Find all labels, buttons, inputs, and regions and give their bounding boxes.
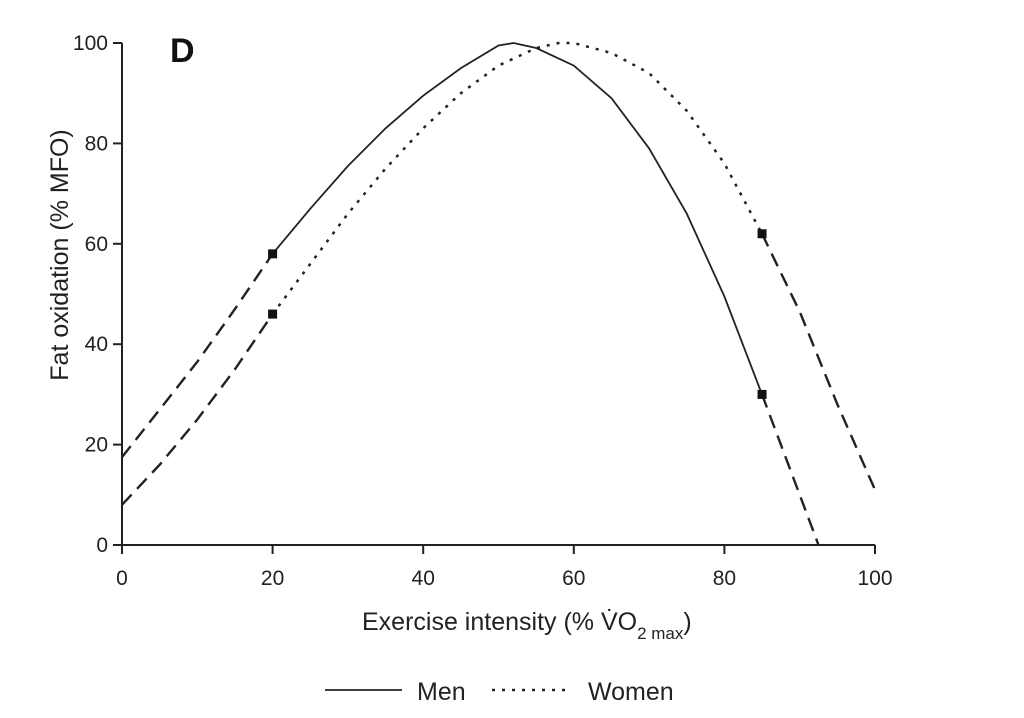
series-men-line <box>271 42 763 395</box>
x-axis-title-close: ) <box>683 608 691 636</box>
x-tick-label: 80 <box>713 567 736 590</box>
legend-label-men: Men <box>417 678 466 706</box>
series-men-extrapolation-low <box>121 253 274 458</box>
y-axis: 0 20 40 60 80 100 <box>73 32 123 557</box>
x-tick-label: 0 <box>116 567 128 590</box>
series-layer <box>121 41 877 546</box>
x-axis-title-subscript: 2 max <box>637 624 684 643</box>
marker-layer <box>268 229 767 399</box>
legend-label-women: Women <box>588 678 674 706</box>
x-tick-label: 100 <box>857 567 892 590</box>
legend: Men Women <box>325 678 674 706</box>
y-tick-label: 80 <box>85 132 108 155</box>
y-tick-label: 20 <box>85 434 108 457</box>
series-women-extrapolation-high <box>760 233 877 491</box>
x-axis-title: Exercise intensity (% V̇O2 max) <box>362 607 692 643</box>
series-women-marker-0 <box>268 309 278 319</box>
y-tick-label: 40 <box>85 333 108 356</box>
x-tick-label: 20 <box>261 567 284 590</box>
x-axis-title-main: Exercise intensity (% V̇O <box>362 607 637 636</box>
series-women-line <box>271 41 764 315</box>
series-men-marker-1 <box>757 389 767 399</box>
x-tick-label: 60 <box>562 567 585 590</box>
series-women-marker-1 <box>757 229 767 239</box>
y-axis-title: Fat oxidation (% MFO) <box>46 129 74 380</box>
series-women-extrapolation-low <box>121 313 274 506</box>
y-tick-label: 0 <box>96 534 108 557</box>
x-axis: 0 20 40 60 80 100 <box>116 544 893 590</box>
series-men-marker-0 <box>268 249 278 259</box>
panel-label: D <box>170 32 195 70</box>
y-tick-label: 100 <box>73 32 108 55</box>
x-tick-label: 40 <box>412 567 435 590</box>
series-men-extrapolation-high <box>760 393 820 546</box>
y-tick-label: 60 <box>85 233 108 256</box>
